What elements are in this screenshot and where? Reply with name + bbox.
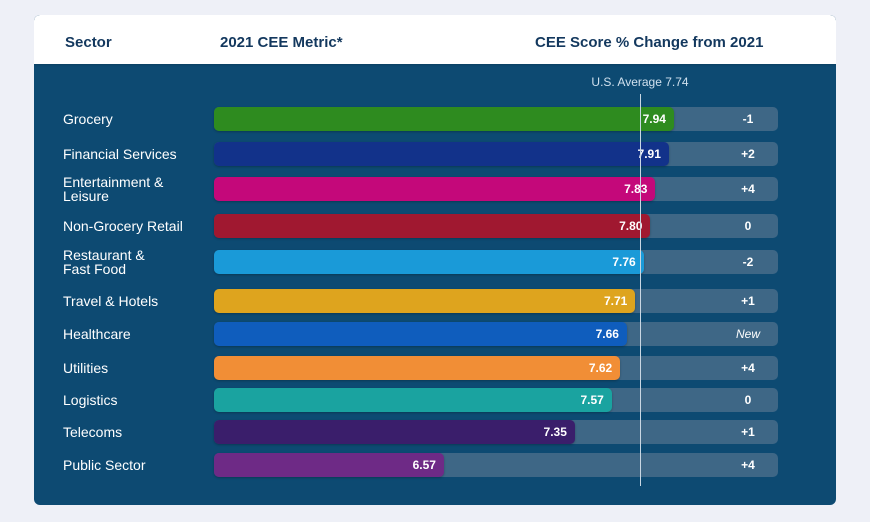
sector-label: Restaurant & Fast Food	[63, 247, 145, 277]
sector-label: Utilities	[63, 360, 109, 376]
bar: 7.94	[214, 107, 674, 131]
bar-row: Entertainment & Leisure 7.83 +4	[34, 174, 836, 204]
header-change: CEE Score % Change from 2021	[535, 34, 764, 51]
bar: 7.57	[214, 388, 612, 412]
change-label: 0	[744, 219, 752, 233]
bar-value-label: 7.66	[595, 327, 619, 341]
sector-label: Healthcare	[63, 326, 131, 342]
sector-label: Financial Services	[63, 146, 177, 162]
header-metric: 2021 CEE Metric*	[220, 34, 343, 51]
bar-value-label: 7.76	[612, 255, 636, 269]
bar: 7.66	[214, 322, 627, 346]
change-label: +4	[741, 182, 755, 196]
bar: 6.57	[214, 453, 444, 477]
bar-row: Logistics 7.57 0	[34, 388, 836, 412]
change-label: -2	[742, 255, 754, 269]
bar-row: Public Sector 6.57 +4	[34, 453, 836, 477]
bar-row: Utilities 7.62 +4	[34, 356, 836, 380]
sector-label: Telecoms	[63, 424, 123, 440]
change-label: 0	[744, 393, 752, 407]
sector-label: Logistics	[63, 392, 118, 408]
bar: 7.91	[214, 142, 669, 166]
bar-value-label: 7.57	[580, 393, 604, 407]
table-header: Sector 2021 CEE Metric* CEE Score % Chan…	[34, 15, 836, 64]
bar-row: Grocery 7.94 -1	[34, 107, 836, 131]
bar: 7.83	[214, 177, 656, 201]
change-label: +1	[741, 294, 755, 308]
bar-row: Financial Services 7.91 +2	[34, 142, 836, 166]
bar-row: Travel & Hotels 7.71 +1	[34, 289, 836, 313]
bar-value-label: 7.91	[637, 147, 661, 161]
sector-label: Public Sector	[63, 457, 146, 473]
bar: 7.71	[214, 289, 636, 313]
bar: 7.80	[214, 214, 651, 238]
sector-label: Travel & Hotels	[63, 293, 159, 309]
change-label: +2	[741, 147, 755, 161]
bar-row: Healthcare 7.66 New	[34, 322, 836, 346]
bar-row: Telecoms 7.35 +1	[34, 420, 836, 444]
bar: 7.76	[214, 250, 644, 274]
change-label: +1	[741, 425, 755, 439]
bar: 7.62	[214, 356, 621, 380]
sector-label: Non-Grocery Retail	[63, 218, 183, 234]
bar: 7.35	[214, 420, 575, 444]
average-line	[640, 94, 641, 486]
bar-value-label: 6.57	[412, 458, 436, 472]
average-label: U.S. Average 7.74	[591, 75, 689, 89]
chart-card: Sector 2021 CEE Metric* CEE Score % Chan…	[34, 15, 836, 505]
bar-value-label: 7.80	[619, 219, 643, 233]
bar-value-label: 7.71	[603, 294, 628, 308]
bar-row: Restaurant & Fast Food 7.76 -2	[34, 247, 836, 277]
bar-value-label: 7.62	[588, 361, 613, 375]
change-label: New	[735, 327, 760, 341]
change-label: +4	[741, 361, 755, 375]
bar-row: Non-Grocery Retail 7.80 0	[34, 214, 836, 238]
change-label: -1	[742, 112, 754, 126]
bar-value-label: 7.94	[642, 112, 666, 126]
bar-value-label: 7.35	[543, 425, 567, 439]
sector-label: Entertainment & Leisure	[63, 174, 164, 204]
header-sector: Sector	[65, 34, 112, 51]
sector-label: Grocery	[63, 111, 113, 127]
change-label: +4	[741, 458, 755, 472]
bar-value-label: 7.83	[624, 182, 648, 196]
